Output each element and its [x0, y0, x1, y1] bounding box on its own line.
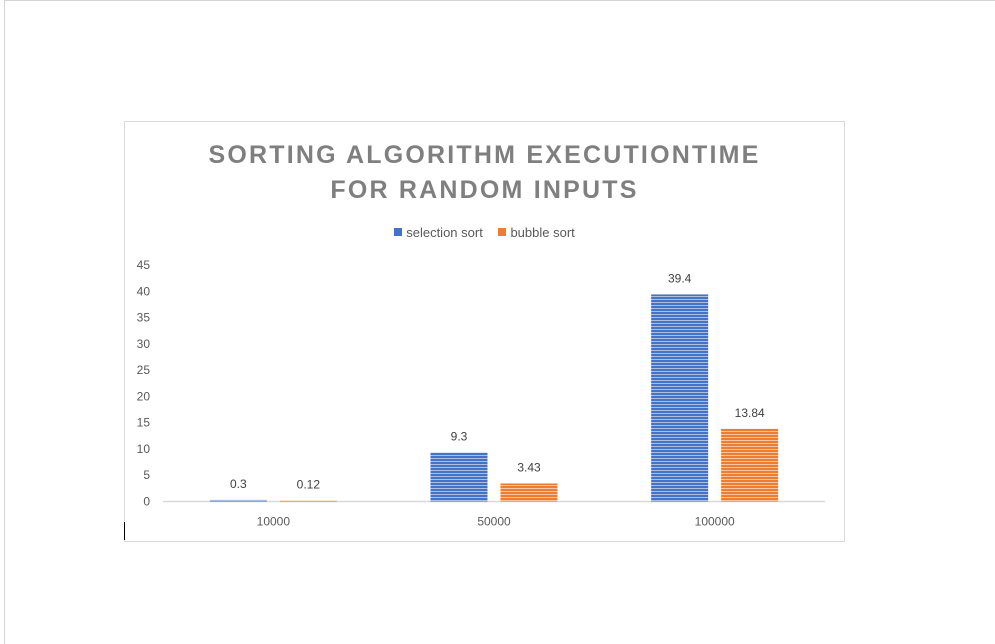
y-tick-label-2: 10	[137, 442, 151, 456]
bar-selection-sort-100000[interactable]	[651, 294, 709, 502]
x-tick-label-1: 50000	[477, 515, 511, 529]
y-tick-label-7: 35	[137, 311, 151, 325]
text-cursor	[124, 522, 125, 540]
data-label-selection-sort-100000: 39.4	[668, 271, 692, 285]
legend-label-selection-sort: selection sort	[406, 224, 483, 240]
y-tick-label-4: 20	[137, 389, 151, 403]
chart-title-line-2: FOR RANDOM INPUTS	[330, 176, 639, 204]
legend-item-selection-sort: selection sort	[394, 225, 483, 240]
chart-title: SORTING ALGORITHM EXECUTIONTIME FOR RAND…	[125, 138, 844, 208]
y-tick-label-8: 40	[137, 284, 151, 298]
y-tick-label-9: 45	[137, 258, 151, 272]
data-label-selection-sort-50000: 9.3	[451, 430, 468, 444]
legend-item-bubble-sort: bubble sort	[498, 224, 575, 240]
y-tick-label-1: 5	[143, 468, 150, 482]
chart-title-line-1: SORTING ALGORITHM EXECUTIONTIME	[208, 141, 761, 169]
data-label-selection-sort-10000: 0.3	[230, 477, 247, 491]
legend-swatch-selection-sort	[394, 228, 403, 236]
chart-legend: selection sort bubble sort	[125, 224, 844, 240]
bar-selection-sort-10000[interactable]	[209, 499, 267, 502]
data-label-bubble-sort-50000: 3.43	[517, 460, 541, 474]
y-tick-label-0: 0	[143, 495, 150, 509]
bar-bubble-sort-10000[interactable]	[279, 500, 337, 502]
legend-label-bubble-sort: bubble sort	[510, 224, 575, 240]
x-tick-label-0: 10000	[257, 515, 291, 529]
bar-bubble-sort-100000[interactable]	[721, 428, 779, 502]
y-tick-label-3: 15	[137, 416, 151, 430]
bar-selection-sort-50000[interactable]	[430, 452, 488, 502]
legend-swatch-bubble-sort	[498, 228, 507, 236]
y-tick-label-5: 25	[137, 363, 151, 377]
x-tick-label-2: 100000	[695, 515, 735, 529]
bar-bubble-sort-50000[interactable]	[500, 483, 558, 502]
y-tick-label-6: 30	[137, 337, 151, 351]
data-label-bubble-sort-100000: 13.84	[735, 406, 765, 420]
data-label-bubble-sort-10000: 0.12	[297, 478, 321, 492]
